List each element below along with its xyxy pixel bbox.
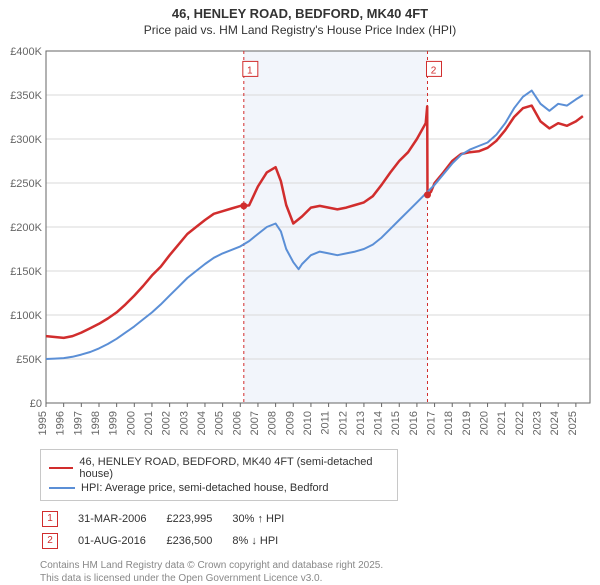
page-subtitle: Price paid vs. HM Land Registry's House … [0,23,600,37]
annotation-delta-1: 30% ↑ HPI [232,509,302,529]
svg-text:1996: 1996 [55,411,67,435]
svg-text:2005: 2005 [214,411,226,435]
svg-text:2007: 2007 [249,411,261,435]
svg-text:2024: 2024 [549,411,561,435]
annotation-date-1: 31-MAR-2006 [78,509,164,529]
legend-label-1: 46, HENLEY ROAD, BEDFORD, MK40 4FT (semi… [79,456,389,480]
annotation-marker-1: 1 [42,511,58,527]
legend-row-property: 46, HENLEY ROAD, BEDFORD, MK40 4FT (semi… [49,456,389,480]
svg-text:£300K: £300K [10,134,42,146]
svg-text:£50K: £50K [16,354,42,366]
legend-swatch-1 [49,467,73,469]
svg-text:2009: 2009 [284,411,296,435]
svg-text:1995: 1995 [37,411,49,435]
svg-text:2025: 2025 [567,411,579,435]
footer-line-1: Contains HM Land Registry data © Crown c… [40,559,600,572]
svg-text:2010: 2010 [302,411,314,435]
svg-text:2023: 2023 [532,411,544,435]
svg-text:2022: 2022 [514,411,526,435]
svg-text:2014: 2014 [373,411,385,435]
svg-text:2015: 2015 [390,411,402,435]
svg-text:2006: 2006 [231,411,243,435]
annotation-price-2: £236,500 [166,531,230,551]
svg-text:2016: 2016 [408,411,420,435]
price-chart: £0 £50K £100K £150K £200K £250K £300K £350K £400… [0,43,600,443]
svg-text:1998: 1998 [90,411,102,435]
svg-text:£200K: £200K [10,222,42,234]
svg-text:1997: 1997 [72,411,84,435]
svg-text:2020: 2020 [479,411,491,435]
footer-line-2: This data is licensed under the Open Gov… [40,572,600,585]
legend: 46, HENLEY ROAD, BEDFORD, MK40 4FT (semi… [40,449,398,501]
annotation-row: 2 01-AUG-2016 £236,500 8% ↓ HPI [42,531,302,551]
annotation-delta-2: 8% ↓ HPI [232,531,302,551]
svg-text:2004: 2004 [196,411,208,435]
svg-text:£0: £0 [30,398,42,410]
svg-text:£100K: £100K [10,310,42,322]
svg-text:2001: 2001 [143,411,155,435]
svg-text:2018: 2018 [443,411,455,435]
annotation-table: 1 31-MAR-2006 £223,995 30% ↑ HPI 2 01-AU… [40,507,304,553]
svg-text:2011: 2011 [320,411,332,435]
svg-text:2: 2 [431,65,437,76]
chart-container: £0 £50K £100K £150K £200K £250K £300K £350K £400… [0,43,600,443]
annotation-row: 1 31-MAR-2006 £223,995 30% ↑ HPI [42,509,302,529]
legend-label-2: HPI: Average price, semi-detached house,… [81,482,328,494]
svg-text:2013: 2013 [355,411,367,435]
svg-text:1999: 1999 [108,411,120,435]
annotation-date-2: 01-AUG-2016 [78,531,164,551]
footer: Contains HM Land Registry data © Crown c… [40,559,600,585]
annotation-marker-2: 2 [42,533,58,549]
legend-swatch-2 [49,487,75,489]
svg-text:2008: 2008 [267,411,279,435]
svg-text:£400K: £400K [10,46,42,58]
svg-text:2021: 2021 [496,411,508,435]
svg-text:2017: 2017 [426,411,438,435]
annotation-price-1: £223,995 [166,509,230,529]
svg-text:2002: 2002 [161,411,173,435]
svg-text:1: 1 [247,65,253,76]
svg-text:£250K: £250K [10,178,42,190]
svg-text:2012: 2012 [337,411,349,435]
svg-text:£350K: £350K [10,90,42,102]
svg-text:2003: 2003 [178,411,190,435]
svg-text:2000: 2000 [125,411,137,435]
legend-row-hpi: HPI: Average price, semi-detached house,… [49,482,389,494]
svg-text:£150K: £150K [10,266,42,278]
page-title: 46, HENLEY ROAD, BEDFORD, MK40 4FT [0,6,600,21]
svg-text:2019: 2019 [461,411,473,435]
